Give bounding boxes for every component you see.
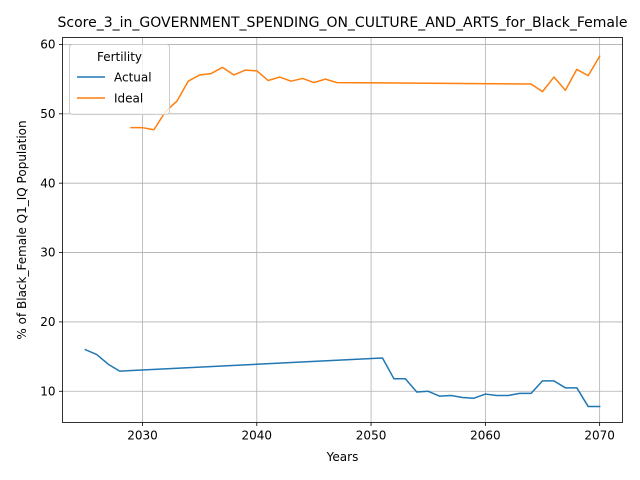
x-tick-label: 2040 (242, 429, 273, 443)
series-lines (84, 55, 601, 408)
x-tick-label: 2060 (470, 429, 501, 443)
series-line-ideal (130, 55, 601, 131)
series-line-actual (84, 348, 601, 408)
plot-frame (62, 37, 623, 423)
y-axis-label: % of Black_Female Q1_IQ Population (15, 120, 29, 339)
chart-title: Score_3_in_GOVERNMENT_SPENDING_ON_CULTUR… (57, 15, 627, 31)
y-tick-label: 60 (40, 38, 55, 52)
legend-title: Fertility (97, 50, 142, 64)
y-tick-label: 10 (40, 384, 55, 398)
legend-label-actual: Actual (114, 71, 152, 85)
x-axis-ticks: 2030 2040 2050 2060 2070 (127, 422, 615, 443)
x-tick-label: 2070 (584, 429, 615, 443)
x-axis-label: Years (326, 450, 359, 464)
y-tick-label: 20 (40, 315, 55, 329)
y-tick-label: 30 (40, 246, 55, 260)
y-tick-label: 50 (40, 107, 55, 121)
x-tick-label: 2050 (356, 429, 387, 443)
x-tick-label: 2030 (127, 429, 158, 443)
legend-box (69, 44, 170, 115)
y-tick-label: 40 (40, 176, 55, 190)
y-axis-ticks: 10 20 30 40 50 60 (40, 38, 63, 398)
legend-label-ideal: Ideal (114, 92, 143, 106)
legend: Fertility Actual Ideal (69, 44, 170, 115)
